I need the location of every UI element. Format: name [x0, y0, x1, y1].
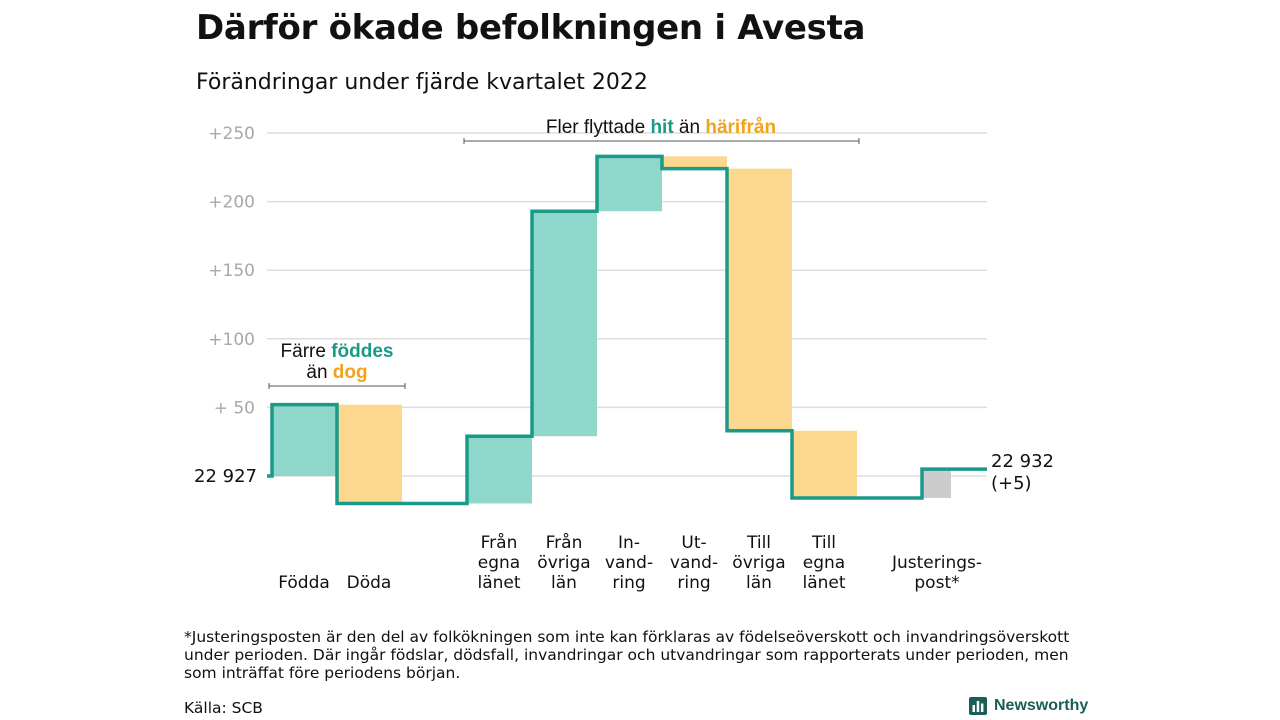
annotation-migration: Fler flyttade hit än härifrån: [546, 117, 776, 138]
bar-3: [467, 436, 532, 504]
x-label-line: post*: [914, 573, 959, 593]
footnote: *Justeringsposten är den del av folkökni…: [184, 628, 1070, 682]
chart-title: Därför ökade befolkningen i Avesta: [196, 8, 866, 48]
y-tick-label: +150: [208, 261, 255, 281]
x-label-line: Från: [481, 532, 518, 553]
annotation-highlight-away: härifrån: [705, 117, 776, 138]
y-tick-labels: +250 +200 +150 +100 + 50: [208, 124, 255, 418]
x-label-line: Justerings-: [891, 553, 982, 573]
x-label-line: län: [551, 573, 577, 593]
brand-logo: Newsworthy: [968, 696, 1088, 716]
annotation-text: Fler flyttade: [546, 117, 651, 138]
x-label-1: Födda: [278, 573, 330, 593]
x-label-8: Till egna länet: [802, 533, 845, 593]
y-tick-label: +200: [208, 193, 255, 213]
y-tick-label: + 50: [214, 398, 255, 418]
x-label-line: ring: [677, 573, 710, 593]
bar-5: [597, 156, 662, 212]
bar-2: [337, 404, 402, 504]
x-label-line: län: [746, 573, 772, 593]
annotation-natural-line2: än dog: [306, 362, 367, 383]
bar-9: [922, 469, 951, 498]
x-label-7: Till övriga län: [732, 533, 785, 593]
annotation-text: än: [306, 362, 332, 383]
annotation-highlight-born: föddes: [331, 341, 393, 362]
annotation-bracket-natural: [268, 383, 406, 389]
x-label-3: Från egna länet: [477, 532, 520, 593]
annotation-highlight-here: hit: [650, 117, 674, 138]
start-value-label: 22 927: [194, 466, 257, 487]
x-label-line: Till: [746, 533, 771, 553]
x-label-line: länet: [802, 573, 845, 593]
x-label-line: In-: [618, 533, 640, 553]
annotation-natural-line1: Färre föddes: [281, 341, 394, 362]
start-end-labels: 22 927 22 932(+5): [194, 451, 1054, 494]
x-label-6: Ut-vand-ring: [670, 533, 718, 593]
bar-4: [532, 211, 597, 437]
x-label-line: övriga: [732, 553, 785, 573]
x-label-2: Döda: [347, 573, 392, 593]
x-label-line: ring: [612, 573, 645, 593]
brand-name: Newsworthy: [994, 697, 1089, 714]
source-label: Källa: SCB: [184, 699, 263, 717]
annotation-text: än: [674, 117, 706, 138]
x-label-line: Döda: [347, 573, 392, 593]
x-label-line: Ut-: [681, 533, 706, 553]
x-label-line: Födda: [278, 573, 330, 593]
annotation-bracket-migration: [463, 138, 860, 144]
x-label-line: övriga: [537, 553, 590, 573]
bar-8: [792, 430, 857, 498]
x-label-line: länet: [477, 573, 520, 593]
bars: [272, 156, 951, 504]
x-label-line: egna: [478, 553, 520, 573]
x-label-line: Till: [811, 533, 836, 553]
x-label-line: Från: [546, 532, 583, 553]
bar-7: [727, 168, 792, 431]
x-label-line: egna: [803, 553, 845, 573]
annotation-text: Färre: [281, 341, 332, 362]
cumulative-line: [267, 154, 987, 506]
chart-subtitle: Förändringar under fjärde kvartalet 2022: [196, 70, 648, 95]
x-label-9: Justerings-post*: [891, 553, 982, 593]
bar-6: [662, 156, 727, 169]
x-label-5: In-vand-ring: [605, 533, 653, 593]
newsworthy-logo-icon: [969, 697, 987, 715]
cumulative-path: [267, 154, 987, 506]
x-label-line: vand-: [605, 553, 653, 573]
end-value-label: 22 932: [991, 451, 1054, 472]
bar-1: [272, 404, 337, 476]
x-label-line: vand-: [670, 553, 718, 573]
y-tick-label: +250: [208, 124, 255, 144]
x-label-4: Från övriga län: [537, 532, 590, 593]
y-tick-label: +100: [208, 330, 255, 350]
annotation-highlight-died: dog: [333, 362, 368, 383]
end-change-label: (+5): [991, 473, 1032, 494]
